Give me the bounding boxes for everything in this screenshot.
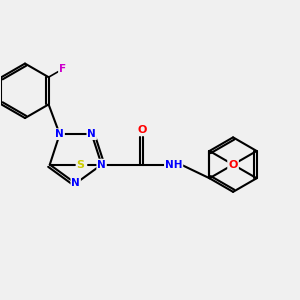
Text: N: N bbox=[71, 178, 80, 188]
Text: O: O bbox=[228, 160, 238, 170]
Text: F: F bbox=[59, 64, 66, 74]
Text: N: N bbox=[97, 160, 106, 170]
Text: N: N bbox=[55, 129, 64, 139]
Text: O: O bbox=[228, 160, 238, 170]
Text: N: N bbox=[87, 129, 96, 139]
Text: S: S bbox=[77, 160, 85, 170]
Text: NH: NH bbox=[165, 160, 182, 170]
Text: O: O bbox=[138, 125, 147, 135]
